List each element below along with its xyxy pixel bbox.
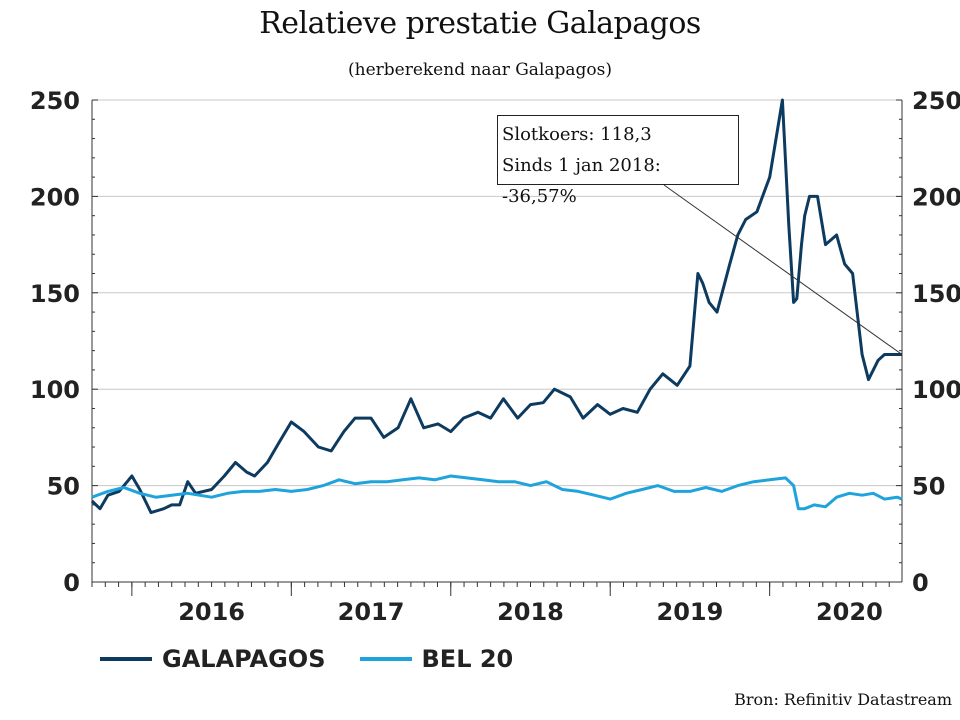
legend: GALAPAGOS BEL 20 xyxy=(100,645,547,673)
y-tick-label-left: 50 xyxy=(47,473,80,501)
x-tick-label: 2017 xyxy=(338,598,405,626)
y-tick-label-right: 50 xyxy=(912,473,945,501)
y-tick-label-right: 250 xyxy=(912,87,960,115)
x-tick-label: 2020 xyxy=(816,598,883,626)
annotation-line-2: Sinds 1 jan 2018: -36,57% xyxy=(502,155,661,207)
x-tick-label: 2016 xyxy=(178,598,245,626)
x-tick-label: 2018 xyxy=(497,598,564,626)
annotation-leader-line xyxy=(663,184,903,355)
chart-title: Relatieve prestatie Galapagos xyxy=(259,6,701,41)
y-tick-label-right: 0 xyxy=(912,569,929,597)
y-tick-label-left: 250 xyxy=(30,87,80,115)
y-tick-label-left: 100 xyxy=(30,376,80,404)
legend-swatch-galapagos xyxy=(100,657,152,661)
y-tick-label-right: 150 xyxy=(912,280,960,308)
x-tick-label: 2019 xyxy=(657,598,724,626)
annotation-line-1: Slotkoers: 118,3 xyxy=(502,124,652,145)
y-tick-label-right: 100 xyxy=(912,376,960,404)
y-tick-label-left: 200 xyxy=(30,183,80,211)
legend-item-bel20: BEL 20 xyxy=(359,645,514,673)
chart-subtitle: (herberekend naar Galapagos) xyxy=(347,60,613,80)
legend-item-galapagos: GALAPAGOS xyxy=(100,645,326,673)
y-tick-label-left: 150 xyxy=(30,280,80,308)
y-tick-label-right: 200 xyxy=(912,183,960,211)
source-note: Bron: Refinitiv Datastream xyxy=(734,690,952,709)
legend-swatch-bel20 xyxy=(359,657,412,661)
legend-label-galapagos: GALAPAGOS xyxy=(162,645,326,673)
series-line-galapagos xyxy=(90,98,902,515)
series-line-bel-20 xyxy=(91,474,903,511)
last-price-annotation: Slotkoers: 118,3 Sinds 1 jan 2018: -36,5… xyxy=(497,115,739,207)
y-tick-label-left: 0 xyxy=(63,569,80,597)
legend-label-bel20: BEL 20 xyxy=(421,645,514,673)
